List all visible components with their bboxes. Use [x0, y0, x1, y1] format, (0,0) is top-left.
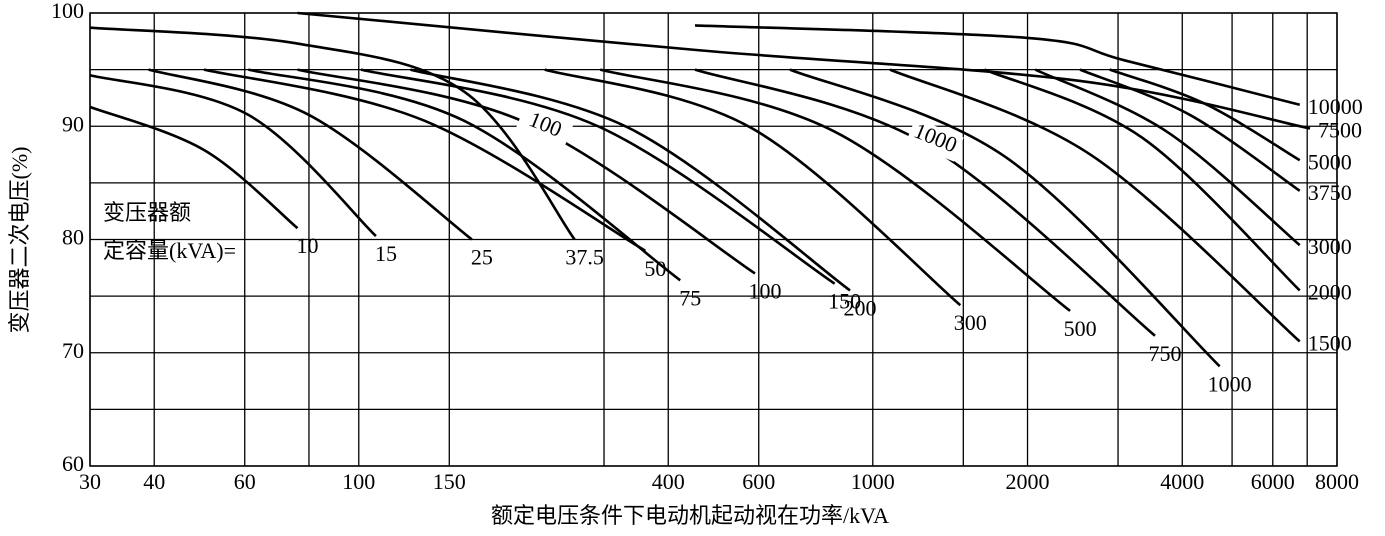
curve: [1079, 68, 1301, 192]
x-tick-label: 4000: [1160, 469, 1204, 494]
series-label: 10000: [1308, 94, 1363, 119]
x-tick-label: 1000: [851, 469, 895, 494]
x-tick-label: 100: [342, 469, 375, 494]
curve: [889, 68, 1301, 343]
y-tick-label: 60: [62, 451, 84, 476]
series-label: 200: [844, 296, 877, 321]
series-label: 10: [297, 233, 319, 258]
curve: [148, 68, 473, 241]
curve: [203, 68, 647, 252]
curve: [89, 74, 377, 238]
series-label: 750: [1148, 341, 1181, 366]
series-label: 37.5: [565, 245, 604, 270]
series-label: 500: [1064, 316, 1097, 341]
x-tick-label: 6000: [1251, 469, 1295, 494]
legend-title: 变压器额: [103, 200, 191, 225]
series-label: 150: [828, 289, 861, 314]
x-tick-label: 400: [652, 469, 685, 494]
series-label: 7500: [1318, 118, 1362, 143]
y-tick-label: 100: [51, 0, 84, 23]
legend-title: 定容量(kVA)=: [103, 238, 236, 263]
curve: [789, 68, 1221, 368]
series-label: 1500: [1308, 330, 1352, 355]
x-tick-label: 60: [234, 469, 256, 494]
x-tick-label: 40: [143, 469, 165, 494]
curve: [694, 24, 1301, 106]
series-label: 100: [749, 279, 782, 304]
series-label: 2000: [1308, 280, 1352, 305]
x-tick-label: 8000: [1315, 469, 1359, 494]
curve: [89, 26, 576, 241]
series-label: 3000: [1308, 234, 1352, 259]
x-tick-label: 600: [742, 469, 775, 494]
curve: [89, 105, 299, 230]
y-tick-label: 70: [62, 338, 84, 363]
y-tick-label: 90: [62, 111, 84, 136]
curve: [248, 68, 681, 282]
curve: [360, 68, 836, 285]
x-axis-label: 额定电压条件下电动机起动视在功率/kVA: [491, 503, 889, 528]
series-label: 50: [644, 256, 666, 281]
series-label: 1000: [1208, 371, 1252, 396]
series-label: 75: [679, 285, 701, 310]
series-label: 300: [954, 310, 987, 335]
annotation-bg: [905, 118, 964, 162]
series-label: 25: [471, 245, 493, 270]
curve: [1034, 68, 1301, 247]
x-tick-label: 150: [433, 469, 466, 494]
x-tick-label: 30: [79, 469, 101, 494]
y-tick-label: 80: [62, 225, 84, 250]
curve: [984, 68, 1301, 292]
series-label: 15: [375, 241, 397, 266]
x-tick-label: 2000: [1006, 469, 1050, 494]
curve: [297, 11, 1311, 130]
series-label: 5000: [1308, 149, 1352, 174]
curve: [410, 68, 851, 292]
annotation-bg: [515, 104, 574, 149]
curve: [599, 68, 1071, 312]
y-axis-label: 变压器二次电压(%): [7, 147, 32, 334]
curve: [544, 68, 962, 307]
series-label: 3750: [1308, 180, 1352, 205]
